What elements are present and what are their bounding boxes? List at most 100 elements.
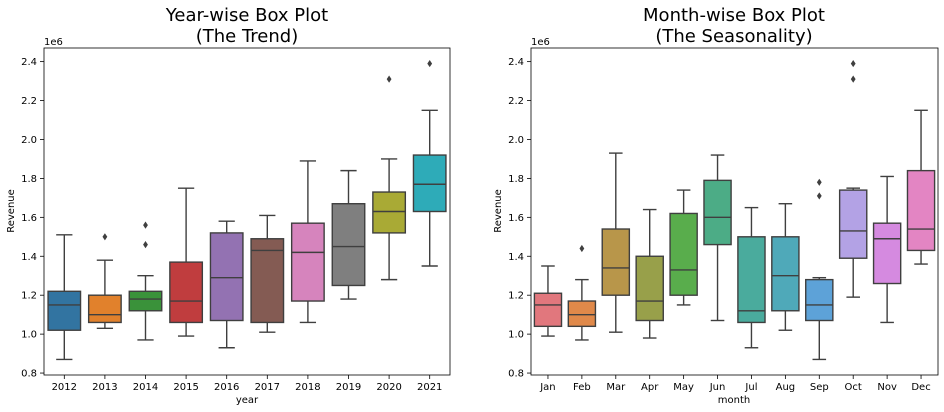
box-Aug — [771, 203, 800, 331]
box-body — [290, 222, 325, 302]
y-tick-label: 2.0 — [21, 135, 37, 146]
outlier-point — [816, 178, 822, 186]
box-body — [533, 292, 563, 328]
box-Mar — [601, 152, 631, 333]
y-tick-label: 0.8 — [21, 369, 37, 380]
x-tick-label: 2021 — [417, 382, 442, 393]
outlier-point — [427, 59, 433, 68]
box-2015 — [169, 187, 204, 337]
box-Jan — [533, 265, 563, 337]
y-tick-label: 1.0 — [508, 330, 524, 341]
box-body — [209, 232, 244, 322]
box-body — [169, 261, 204, 324]
year-wise-box-plot: Year-wise Box Plot (The Trend) 1e6 Reven… — [6, 5, 451, 406]
box-Feb — [567, 244, 597, 341]
y-tick-label: 1.4 — [508, 252, 524, 263]
x-tick-label: 2013 — [92, 382, 117, 393]
box-body — [87, 294, 122, 324]
axes-frame — [43, 47, 451, 376]
box-2014 — [128, 221, 163, 341]
box-body — [669, 212, 698, 296]
y-tick-label: 1.8 — [21, 174, 37, 185]
box-Jun — [703, 154, 732, 322]
box-Nov — [872, 175, 902, 324]
box-Oct — [838, 59, 868, 298]
y-tick-label: 1.6 — [21, 213, 37, 224]
box-Apr — [635, 208, 664, 339]
y-axis-label: Revenue — [493, 189, 504, 233]
plot-area: 2012 2013 2014 2015 2016 2017 2018 2019 2020 2021… — [21, 47, 451, 393]
chart-title-line-1: Year-wise Box Plot — [165, 5, 328, 26]
y-tick-label: 1.6 — [508, 213, 524, 224]
y-offset-label: 1e6 — [44, 37, 63, 48]
box-body — [635, 255, 664, 322]
y-tick-label: 2.2 — [508, 96, 524, 107]
y-offset-label: 1e6 — [531, 37, 550, 48]
axes-frame — [530, 47, 939, 376]
y-tick-label: 1.4 — [21, 252, 37, 263]
x-tick-label: Aug — [776, 382, 796, 393]
x-tick-label: Feb — [573, 382, 591, 393]
x-axis-label: year — [236, 395, 259, 406]
box-body — [128, 290, 163, 312]
box-2018 — [290, 160, 325, 324]
y-tick-label: 1.0 — [21, 330, 37, 341]
box-body — [872, 222, 902, 285]
box-body — [703, 179, 732, 246]
outlier-point — [850, 59, 856, 68]
y-tick-label: 1.2 — [21, 291, 37, 302]
box-body — [250, 238, 285, 324]
box-body — [372, 191, 407, 234]
x-tick-label: 2017 — [255, 382, 280, 393]
outlier-point — [102, 233, 108, 241]
box-Sep — [805, 178, 834, 361]
y-tick-label: 2.4 — [508, 57, 524, 68]
y-tick-label: 2.2 — [21, 96, 37, 107]
y-tick-label: 1.2 — [508, 291, 524, 302]
outlier-point — [143, 240, 148, 249]
x-tick-label: 2012 — [52, 382, 77, 393]
x-tick-label: Mar — [606, 382, 626, 393]
box-body — [567, 300, 597, 328]
box-May — [669, 189, 698, 306]
box-Dec — [906, 109, 936, 265]
x-tick-label: 2015 — [173, 382, 198, 393]
box-body — [805, 278, 834, 322]
box-body — [838, 189, 868, 259]
box-body — [906, 169, 936, 252]
box-Jul — [737, 206, 766, 349]
plot-area: Jan Feb Mar Apr May Jun Jul Aug Sep Oct Nov Dec 0.8 1… — [508, 47, 939, 393]
box-2016 — [209, 220, 244, 349]
x-tick-label: 2020 — [376, 382, 401, 393]
x-tick-label: Apr — [641, 382, 659, 393]
box-body — [737, 236, 766, 324]
outlier-point — [816, 192, 822, 200]
box-2017 — [250, 214, 285, 333]
x-tick-label: Jul — [744, 382, 757, 393]
outlier-point — [579, 244, 585, 253]
y-tick-label: 1.8 — [508, 174, 524, 185]
box-2020 — [372, 75, 407, 281]
x-tick-label: May — [673, 382, 694, 393]
y-tick-label: 2.0 — [508, 135, 524, 146]
box-body — [601, 228, 631, 296]
x-tick-label: Jun — [709, 382, 726, 393]
outlier-point — [143, 221, 148, 229]
box-2021 — [412, 59, 447, 267]
box-body — [412, 154, 447, 213]
y-tick-label: 0.8 — [508, 369, 524, 380]
outlier-point — [850, 75, 856, 83]
x-tick-label: Sep — [810, 382, 829, 393]
box-body — [331, 203, 366, 287]
box-body — [47, 290, 82, 331]
x-tick-label: Nov — [877, 382, 897, 393]
y-tick-label: 2.4 — [21, 57, 37, 68]
x-tick-label: Oct — [845, 382, 862, 393]
box-2013 — [87, 233, 122, 329]
x-axis-label: month — [718, 395, 750, 406]
x-tick-label: 2016 — [214, 382, 239, 393]
chart-title-line-1: Month-wise Box Plot — [643, 5, 825, 26]
x-tick-label: Dec — [911, 382, 930, 393]
x-tick-label: 2014 — [133, 382, 158, 393]
